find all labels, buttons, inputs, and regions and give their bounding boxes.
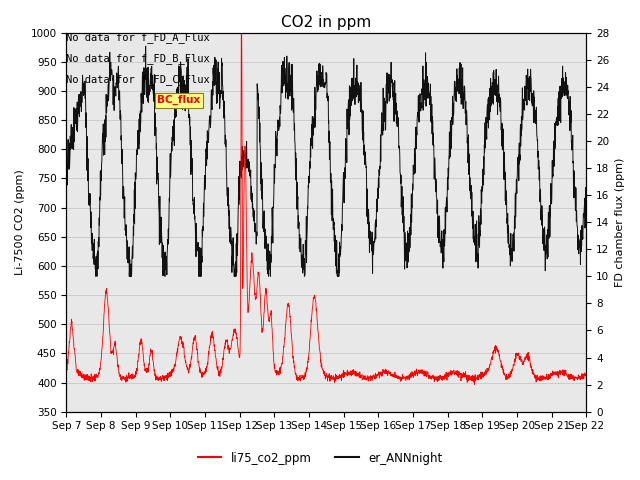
Text: BC_flux: BC_flux [157,95,201,106]
Y-axis label: Li-7500 CO2 (ppm): Li-7500 CO2 (ppm) [15,169,25,275]
Y-axis label: FD chamber flux (ppm): FD chamber flux (ppm) [615,157,625,287]
Text: No data for f_FD_B_Flux: No data for f_FD_B_Flux [67,53,210,64]
Legend: li75_co2_ppm, er_ANNnight: li75_co2_ppm, er_ANNnight [193,447,447,469]
Text: No data for f_FD_C_Flux: No data for f_FD_C_Flux [67,74,210,85]
Title: CO2 in ppm: CO2 in ppm [282,15,372,30]
Text: No data for f_FD_A_Flux: No data for f_FD_A_Flux [67,33,210,44]
